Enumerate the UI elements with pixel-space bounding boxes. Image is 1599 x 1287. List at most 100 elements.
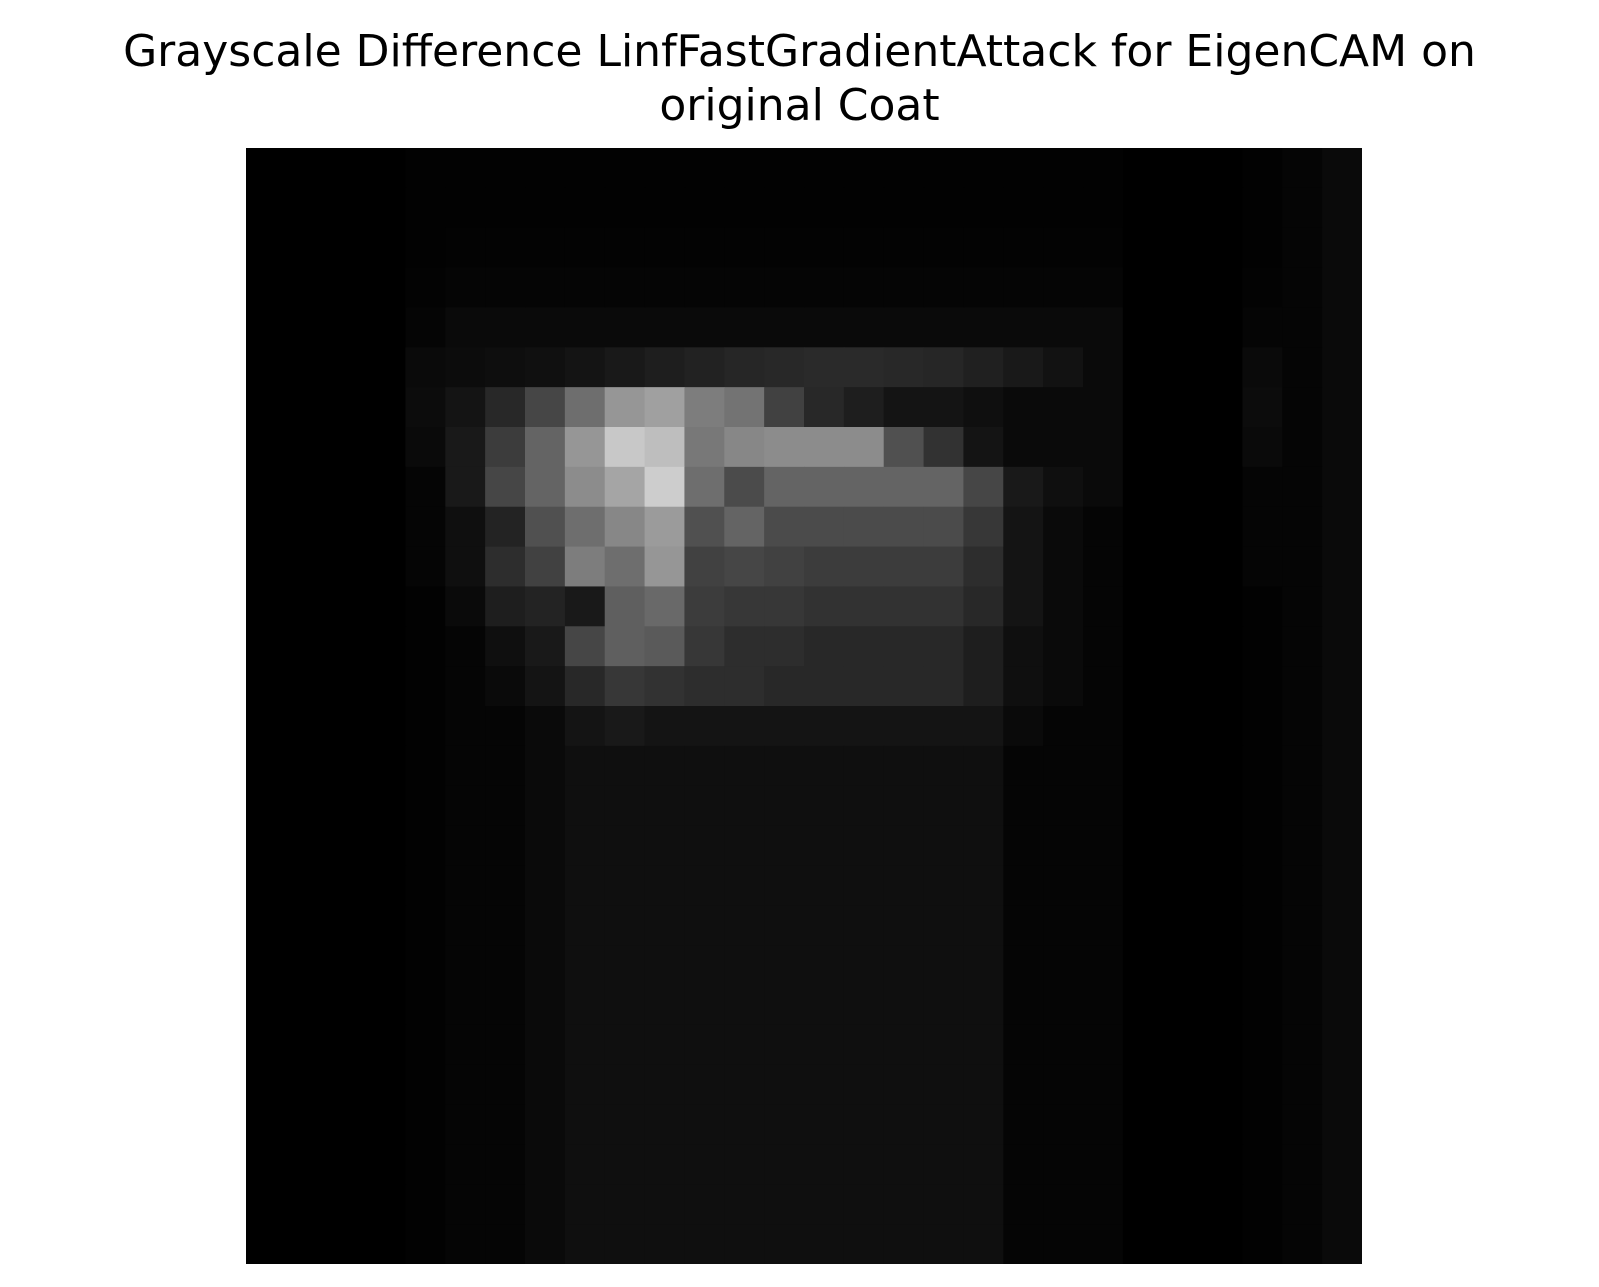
heatmap-cell-r12-c20 (1043, 626, 1084, 667)
heatmap-cell-r0-c2 (325, 148, 367, 189)
heatmap-cell-r2-c11 (684, 227, 725, 269)
heatmap-cell-r17-c13 (764, 825, 805, 867)
heatmap-cell-r6-c9 (604, 387, 646, 428)
heatmap-cell-r16-c22 (1122, 785, 1164, 827)
heatmap-cell-r9-c27 (1322, 506, 1362, 548)
heatmap-cell-r2-c26 (1282, 227, 1323, 269)
heatmap-cell-r17-c5 (445, 825, 486, 867)
heatmap-cell-r21-c15 (843, 985, 885, 1026)
heatmap-cell-r14-c2 (325, 706, 367, 747)
heatmap-cell-r9-c11 (684, 506, 725, 548)
heatmap-cell-r12-c26 (1282, 626, 1323, 667)
heatmap-cell-r14-c3 (365, 706, 407, 747)
heatmap-cell-r12-c5 (445, 626, 486, 667)
heatmap-cell-r13-c7 (525, 666, 566, 707)
heatmap-cell-r12-c14 (804, 626, 845, 667)
heatmap-cell-r19-c19 (1003, 905, 1044, 946)
heatmap-cell-r11-c15 (843, 586, 885, 627)
heatmap-cell-r1-c8 (564, 187, 606, 229)
heatmap-cell-r5-c4 (405, 347, 446, 388)
heatmap-cell-r18-c17 (923, 865, 965, 906)
heatmap-cell-r18-c3 (365, 865, 407, 906)
heatmap-cell-r3-c7 (525, 267, 566, 309)
heatmap-cell-r26-c0 (246, 1184, 287, 1225)
heatmap-cell-r14-c16 (883, 706, 925, 747)
heatmap-cell-r3-c13 (764, 267, 805, 309)
heatmap-cell-r20-c13 (764, 945, 805, 986)
heatmap-cell-r13-c3 (365, 666, 407, 707)
heatmap-cell-r25-c0 (246, 1144, 287, 1185)
heatmap-cell-r8-c8 (564, 466, 606, 508)
heatmap-cell-r6-c25 (1242, 387, 1283, 428)
heatmap-cell-r13-c17 (923, 666, 965, 707)
heatmap-cell-r20-c27 (1322, 945, 1362, 986)
heatmap-cell-r12-c21 (1083, 626, 1124, 667)
heatmap-cell-r0-c3 (365, 148, 407, 189)
heatmap-cell-r8-c24 (1202, 466, 1244, 508)
heatmap-cell-r3-c26 (1282, 267, 1323, 309)
heatmap-cell-r13-c27 (1322, 666, 1362, 707)
heatmap-cell-r19-c26 (1282, 905, 1323, 946)
heatmap-cell-r6-c15 (843, 387, 885, 428)
heatmap-cell-r3-c0 (246, 267, 287, 309)
heatmap-cell-r25-c4 (405, 1144, 446, 1185)
heatmap-cell-r10-c12 (724, 546, 765, 588)
heatmap-cell-r3-c10 (644, 267, 686, 309)
heatmap-cell-r10-c9 (604, 546, 646, 588)
heatmap-cell-r1-c0 (246, 187, 287, 229)
heatmap-cell-r12-c9 (604, 626, 646, 667)
heatmap-cell-r12-c0 (246, 626, 287, 667)
heatmap-cell-r24-c14 (804, 1104, 845, 1146)
heatmap-cell-r16-c3 (365, 785, 407, 827)
heatmap-cell-r5-c24 (1202, 347, 1244, 388)
heatmap-cell-r20-c12 (724, 945, 765, 986)
heatmap-cell-r10-c23 (1162, 546, 1204, 588)
heatmap-cell-r14-c22 (1122, 706, 1164, 747)
heatmap-cell-r7-c26 (1282, 427, 1323, 468)
heatmap-cell-r21-c23 (1162, 985, 1204, 1026)
heatmap-cell-r16-c5 (445, 785, 486, 827)
heatmap-cell-r2-c2 (325, 227, 367, 269)
heatmap-cell-r16-c17 (923, 785, 965, 827)
heatmap-cell-r6-c1 (285, 387, 327, 428)
heatmap-cell-r11-c14 (804, 586, 845, 627)
heatmap-cell-r7-c11 (684, 427, 725, 468)
heatmap-cell-r23-c20 (1043, 1064, 1084, 1106)
heatmap-cell-r9-c23 (1162, 506, 1204, 548)
heatmap-cell-r17-c9 (604, 825, 646, 867)
heatmap-cell-r26-c25 (1242, 1184, 1283, 1225)
heatmap-cell-r4-c2 (325, 307, 367, 348)
heatmap-cell-r18-c20 (1043, 865, 1084, 906)
heatmap-cell-r8-c2 (325, 466, 367, 508)
heatmap-cell-r25-c15 (843, 1144, 885, 1185)
heatmap-cell-r10-c13 (764, 546, 805, 588)
heatmap-cell-r0-c21 (1083, 148, 1124, 189)
heatmap-cell-r4-c23 (1162, 307, 1204, 348)
heatmap-cell-r15-c14 (804, 745, 845, 787)
heatmap-cell-r4-c17 (923, 307, 965, 348)
heatmap-cell-r25-c6 (485, 1144, 526, 1185)
heatmap-cell-r26-c23 (1162, 1184, 1204, 1225)
heatmap-cell-r8-c13 (764, 466, 805, 508)
heatmap-cell-r7-c7 (525, 427, 566, 468)
heatmap-cell-r5-c22 (1122, 347, 1164, 388)
heatmap-cell-r11-c20 (1043, 586, 1084, 627)
heatmap-cell-r1-c21 (1083, 187, 1124, 229)
heatmap-cell-r14-c8 (564, 706, 606, 747)
heatmap-cell-r18-c10 (644, 865, 686, 906)
heatmap-cell-r19-c4 (405, 905, 446, 946)
heatmap-cell-r19-c27 (1322, 905, 1362, 946)
heatmap-cell-r7-c15 (843, 427, 885, 468)
heatmap-cell-r15-c9 (604, 745, 646, 787)
heatmap-cell-r7-c5 (445, 427, 486, 468)
heatmap-cell-r17-c1 (285, 825, 327, 867)
heatmap-cell-r18-c15 (843, 865, 885, 906)
heatmap-cell-r12-c15 (843, 626, 885, 667)
heatmap-cell-r1-c23 (1162, 187, 1204, 229)
heatmap-cell-r14-c17 (923, 706, 965, 747)
heatmap-cell-r6-c0 (246, 387, 287, 428)
heatmap-cell-r4-c4 (405, 307, 446, 348)
heatmap-cell-r3-c3 (365, 267, 407, 309)
heatmap-cell-r23-c19 (1003, 1064, 1044, 1106)
